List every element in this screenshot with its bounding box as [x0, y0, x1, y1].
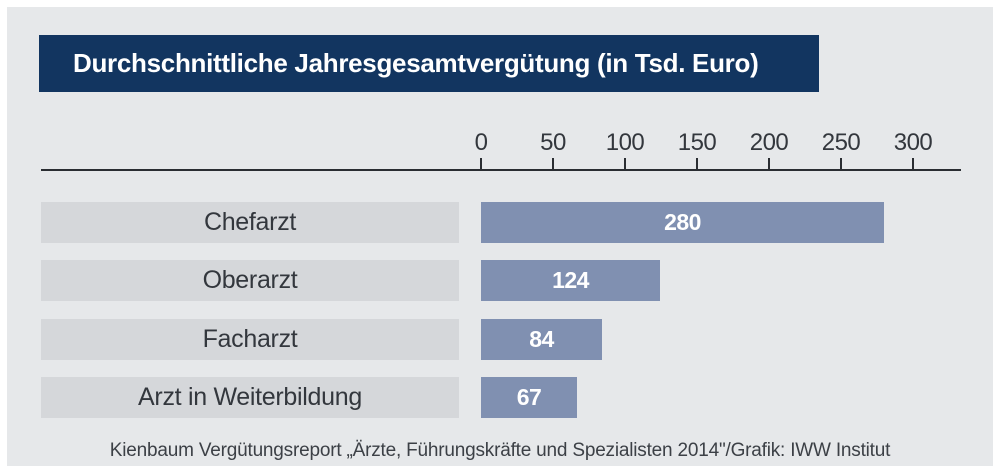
bar: 67 [481, 377, 577, 419]
bar-value-label: 280 [664, 209, 701, 235]
bar: 280 [481, 202, 884, 243]
category-label: Oberarzt [41, 260, 459, 302]
chart-title: Durchschnittliche Jahresgesamtvergütung … [73, 48, 759, 78]
bar-row: Chefarzt 280 [7, 202, 993, 243]
axis-tick-label: 50 [540, 129, 566, 156]
axis-tick-mark [480, 158, 482, 169]
axis-tick-mark [768, 158, 770, 169]
x-axis-line [41, 169, 961, 171]
bar-row: Oberarzt 124 [7, 260, 993, 302]
axis-tick-mark [840, 158, 842, 169]
axis-tick-mark [624, 158, 626, 169]
category-label: Facharzt [41, 318, 459, 360]
category-label: Arzt in Weiterbildung [41, 377, 459, 419]
axis-tick-label: 200 [749, 129, 789, 156]
axis-tick-label: 300 [893, 129, 933, 156]
axis-tick-label: 100 [605, 129, 645, 156]
axis-tick-mark [912, 158, 914, 169]
bar-value-label: 84 [529, 325, 554, 352]
source-line: Kienbaum Vergütungsreport „Ärzte, Führun… [109, 440, 891, 461]
bar-value-label: 124 [552, 267, 589, 294]
axis-tick-label: 0 [474, 129, 488, 156]
bar-row: Arzt in Weiterbildung 67 [7, 377, 993, 419]
axis-tick-label: 250 [821, 129, 861, 156]
chart-title-bar: Durchschnittliche Jahresgesamtvergütung … [39, 35, 819, 92]
bar: 84 [481, 318, 602, 360]
axis-tick-mark [696, 158, 698, 169]
bar: 124 [481, 260, 660, 302]
chart-panel: Durchschnittliche Jahresgesamtvergütung … [7, 7, 993, 466]
bar-row: Facharzt 84 [7, 318, 993, 360]
axis-tick-mark [552, 158, 554, 169]
axis-tick-label: 150 [677, 129, 717, 156]
category-label: Chefarzt [41, 202, 459, 243]
bar-value-label: 67 [516, 384, 542, 411]
